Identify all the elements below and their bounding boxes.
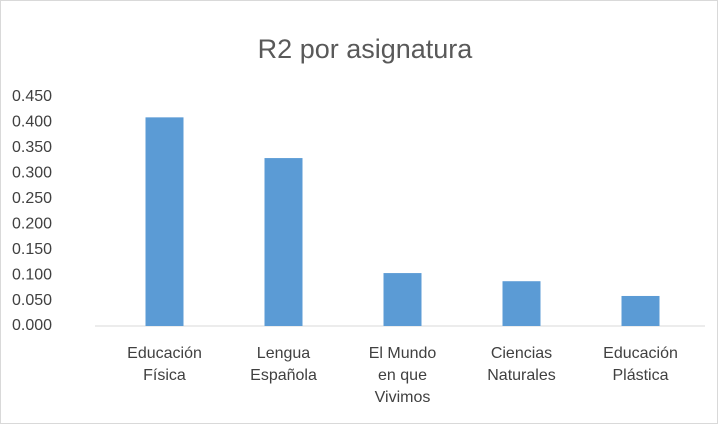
y-tick-label: 0.200 xyxy=(12,215,52,232)
y-tick-label: 0.000 xyxy=(12,317,52,334)
bar xyxy=(383,273,422,326)
y-tick-label: 0.150 xyxy=(12,241,52,258)
y-tick-label: 0.400 xyxy=(12,114,52,131)
bar xyxy=(145,117,184,326)
x-tick-label: Ciencias Naturales xyxy=(487,345,556,384)
x-tick-label: Educación Física xyxy=(127,345,202,384)
bar xyxy=(621,295,660,326)
y-tick-label: 0.300 xyxy=(12,165,52,182)
y-tick-label: 0.250 xyxy=(12,190,52,207)
y-tick-label: 0.100 xyxy=(12,266,52,283)
y-tick-label: 0.450 xyxy=(12,88,52,105)
x-tick-label: Lengua Española xyxy=(250,345,317,384)
bar xyxy=(264,158,303,326)
y-tick-label: 0.350 xyxy=(12,139,52,156)
y-tick-label: 0.050 xyxy=(12,292,52,309)
x-tick-label: Educación Plástica xyxy=(603,345,678,384)
chart-title: R2 por asignatura xyxy=(258,34,474,64)
bar xyxy=(502,281,541,326)
x-tick-label: El Mundo en que Vivimos xyxy=(368,345,437,406)
